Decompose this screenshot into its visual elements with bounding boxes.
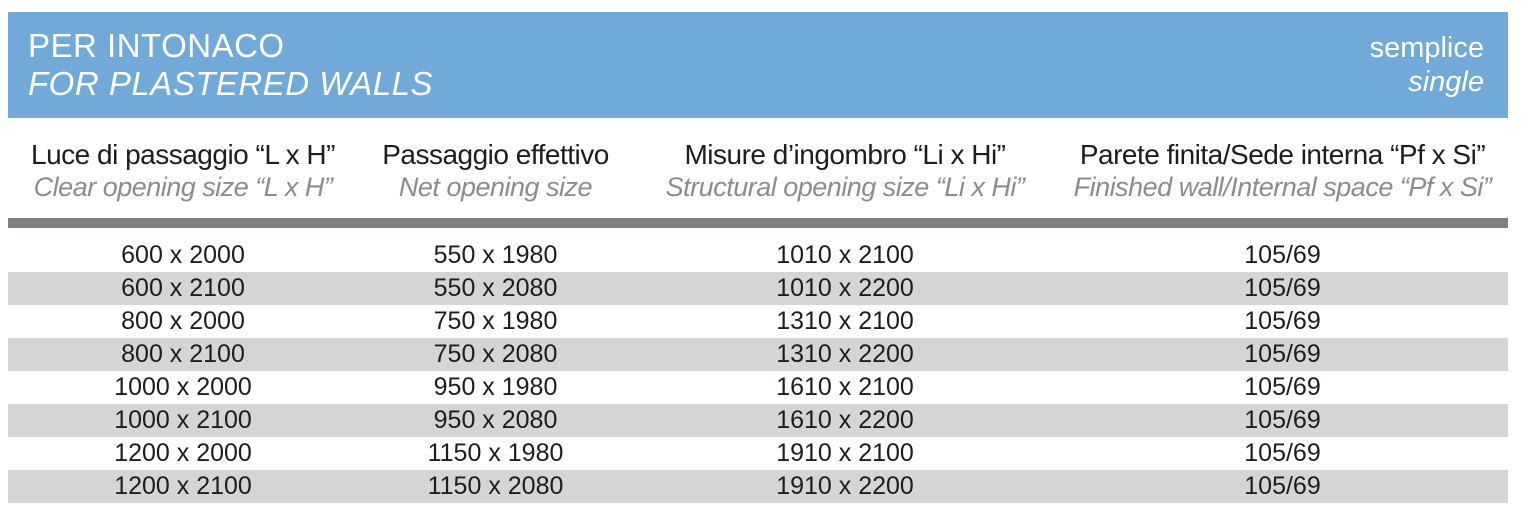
clear-opening-value: 600 x 2000	[121, 241, 245, 269]
table-row: 800 x 2100 750 x 2080 1310 x 2200 105/69	[8, 338, 1508, 371]
finished-wall-value: 105/69	[1244, 373, 1321, 401]
clear-opening-value: 1000 x 2100	[114, 406, 252, 434]
clear-opening-value: 600 x 2100	[121, 274, 245, 302]
column-header-italian: Passaggio effettivo	[382, 139, 609, 170]
net-opening-value: 750 x 1980	[433, 307, 558, 335]
structural-opening-value: 1310 x 2200	[776, 340, 914, 368]
table-row: 800 x 2000 750 x 1980 1310 x 2100 105/69	[8, 305, 1508, 338]
column-header-english: Clear opening size “L x H”	[33, 172, 333, 202]
table-row: 1200 x 2000 1150 x 1980 1910 x 2100 105/…	[8, 437, 1508, 470]
variant-label-english: single	[1408, 66, 1484, 98]
clear-opening-value: 800 x 2100	[121, 340, 245, 368]
column-header-italian: Misure d’ingombro “Li x Hi”	[684, 139, 1006, 170]
table-row: 600 x 2000 550 x 1980 1010 x 2100 105/69	[8, 239, 1508, 272]
column-header-italian: Luce di passaggio “L x H”	[31, 139, 335, 170]
table-row: 1000 x 2100 950 x 2080 1610 x 2200 105/6…	[8, 404, 1508, 437]
structural-opening-value: 1310 x 2100	[776, 307, 914, 335]
header-separator-bar	[8, 218, 1508, 228]
structural-opening-value: 1910 x 2200	[776, 472, 914, 500]
table-row: 1000 x 2000 950 x 1980 1610 x 2100 105/6…	[8, 371, 1508, 404]
table-row: 1200 x 2100 1150 x 2080 1910 x 2200 105/…	[8, 470, 1508, 503]
finished-wall-value: 105/69	[1244, 340, 1321, 368]
net-opening-value: 550 x 2080	[433, 274, 558, 302]
net-opening-value: 950 x 2080	[433, 406, 558, 434]
structural-opening-value: 1610 x 2200	[776, 406, 914, 434]
finished-wall-value: 105/69	[1244, 241, 1321, 269]
net-opening-value: 950 x 1980	[433, 373, 558, 401]
finished-wall-value: 105/69	[1244, 406, 1321, 434]
clear-opening-value: 1200 x 2000	[114, 439, 252, 467]
finished-wall-value: 105/69	[1244, 439, 1321, 467]
column-header-english: Net opening size	[398, 172, 593, 202]
net-opening-value: 1150 x 1980	[427, 439, 564, 467]
column-header-finished-wall: Parete finita/Sede interna “Pf x Si” Fin…	[1057, 138, 1508, 203]
column-header-net-opening: Passaggio effettivo Net opening size	[358, 138, 633, 203]
net-opening-value: 750 x 2080	[433, 340, 558, 368]
section-banner: PER INTONACO FOR PLASTERED WALLS semplic…	[8, 12, 1508, 118]
table-row: 600 x 2100 550 x 2080 1010 x 2200 105/69	[8, 272, 1508, 305]
variant-label-italian: semplice	[1369, 32, 1484, 64]
size-table-body: 600 x 2000 550 x 1980 1010 x 2100 105/69…	[8, 239, 1508, 503]
column-header-clear-opening: Luce di passaggio “L x H” Clear opening …	[8, 138, 358, 203]
net-opening-value: 1150 x 2080	[427, 472, 564, 500]
banner-title-block: PER INTONACO FOR PLASTERED WALLS	[28, 27, 433, 103]
finished-wall-value: 105/69	[1244, 307, 1321, 335]
banner-variant-block: semplice single	[1370, 31, 1484, 99]
finished-wall-value: 105/69	[1244, 472, 1321, 500]
column-header-structural-opening: Misure d’ingombro “Li x Hi” Structural o…	[633, 138, 1057, 203]
table-column-headers: Luce di passaggio “L x H” Clear opening …	[8, 138, 1508, 203]
clear-opening-value: 1200 x 2100	[114, 472, 252, 500]
clear-opening-value: 1000 x 2000	[114, 373, 252, 401]
structural-opening-value: 1010 x 2100	[776, 241, 914, 269]
section-title-italian: PER INTONACO	[28, 27, 285, 64]
finished-wall-value: 105/69	[1244, 274, 1321, 302]
column-header-english: Structural opening size “Li x Hi”	[665, 172, 1025, 202]
clear-opening-value: 800 x 2000	[121, 307, 245, 335]
structural-opening-value: 1910 x 2100	[776, 439, 914, 467]
net-opening-value: 550 x 1980	[433, 241, 558, 269]
column-header-english: Finished wall/Internal space “Pf x Si”	[1073, 172, 1492, 202]
structural-opening-value: 1010 x 2200	[776, 274, 914, 302]
column-header-italian: Parete finita/Sede interna “Pf x Si”	[1079, 139, 1486, 170]
section-title-english: FOR PLASTERED WALLS	[28, 65, 434, 102]
structural-opening-value: 1610 x 2100	[776, 373, 914, 401]
